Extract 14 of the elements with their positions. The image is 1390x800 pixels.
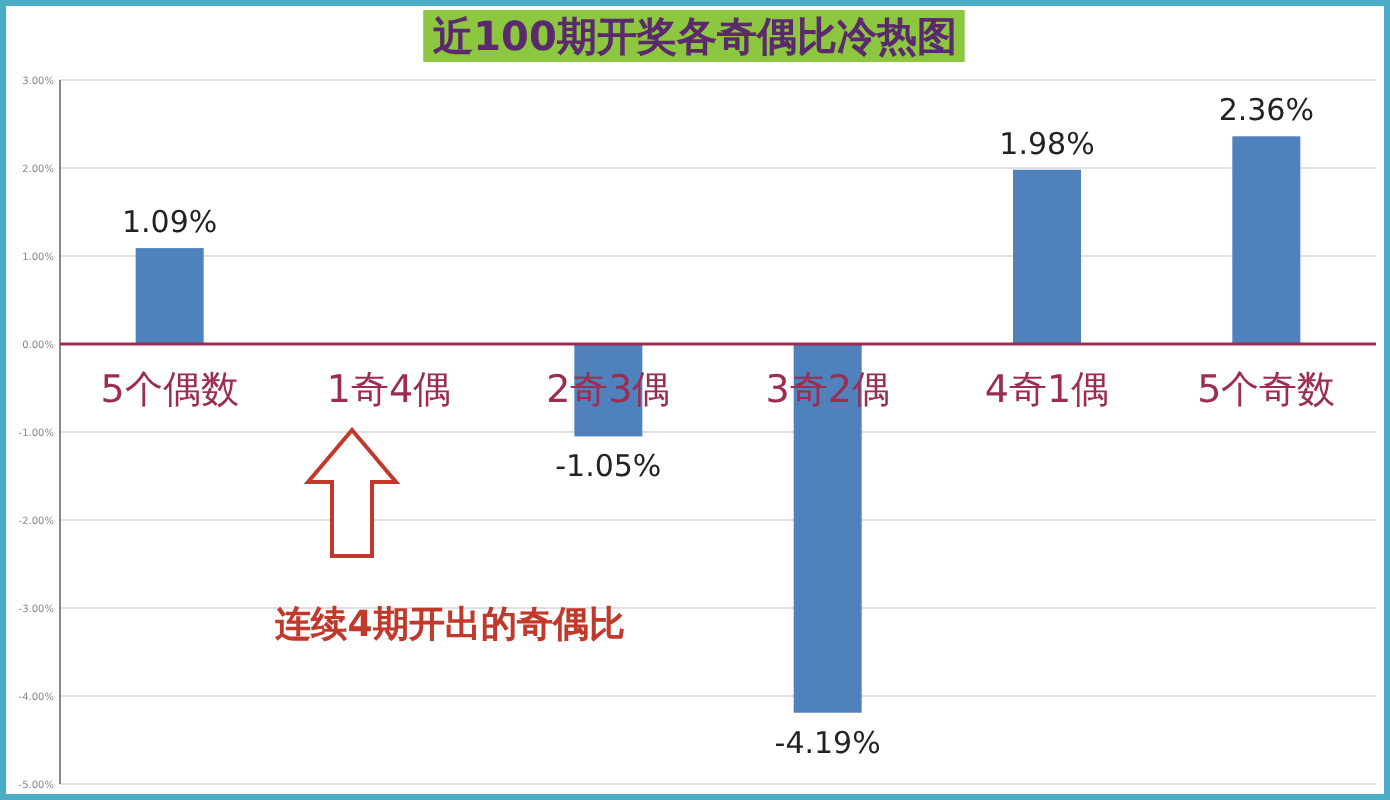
data-label: -1.05% <box>555 448 662 485</box>
data-label: 2.36% <box>1218 92 1314 129</box>
x-tick-label: 5个奇数 <box>1197 368 1336 412</box>
chart-title: 近100期开奖各奇偶比冷热图 <box>431 12 957 60</box>
x-tick-label: 4奇1偶 <box>984 368 1110 412</box>
annotation: 连续4期开出的奇偶比 <box>273 604 625 646</box>
bar <box>135 248 204 344</box>
x-tick-label: 1奇4偶 <box>326 368 452 412</box>
data-label: 1.98% <box>999 125 1095 162</box>
data-label: 1.09% <box>122 204 218 241</box>
data-label: -4.19% <box>774 724 881 761</box>
bar <box>1013 169 1081 344</box>
x-tick-label: 5个偶数 <box>100 368 239 412</box>
bar <box>1232 136 1301 344</box>
